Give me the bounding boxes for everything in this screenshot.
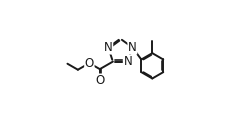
Text: O: O [95,74,104,87]
Text: N: N [123,55,132,68]
Text: N: N [104,41,113,54]
Text: O: O [85,57,94,70]
Text: N: N [128,41,137,54]
